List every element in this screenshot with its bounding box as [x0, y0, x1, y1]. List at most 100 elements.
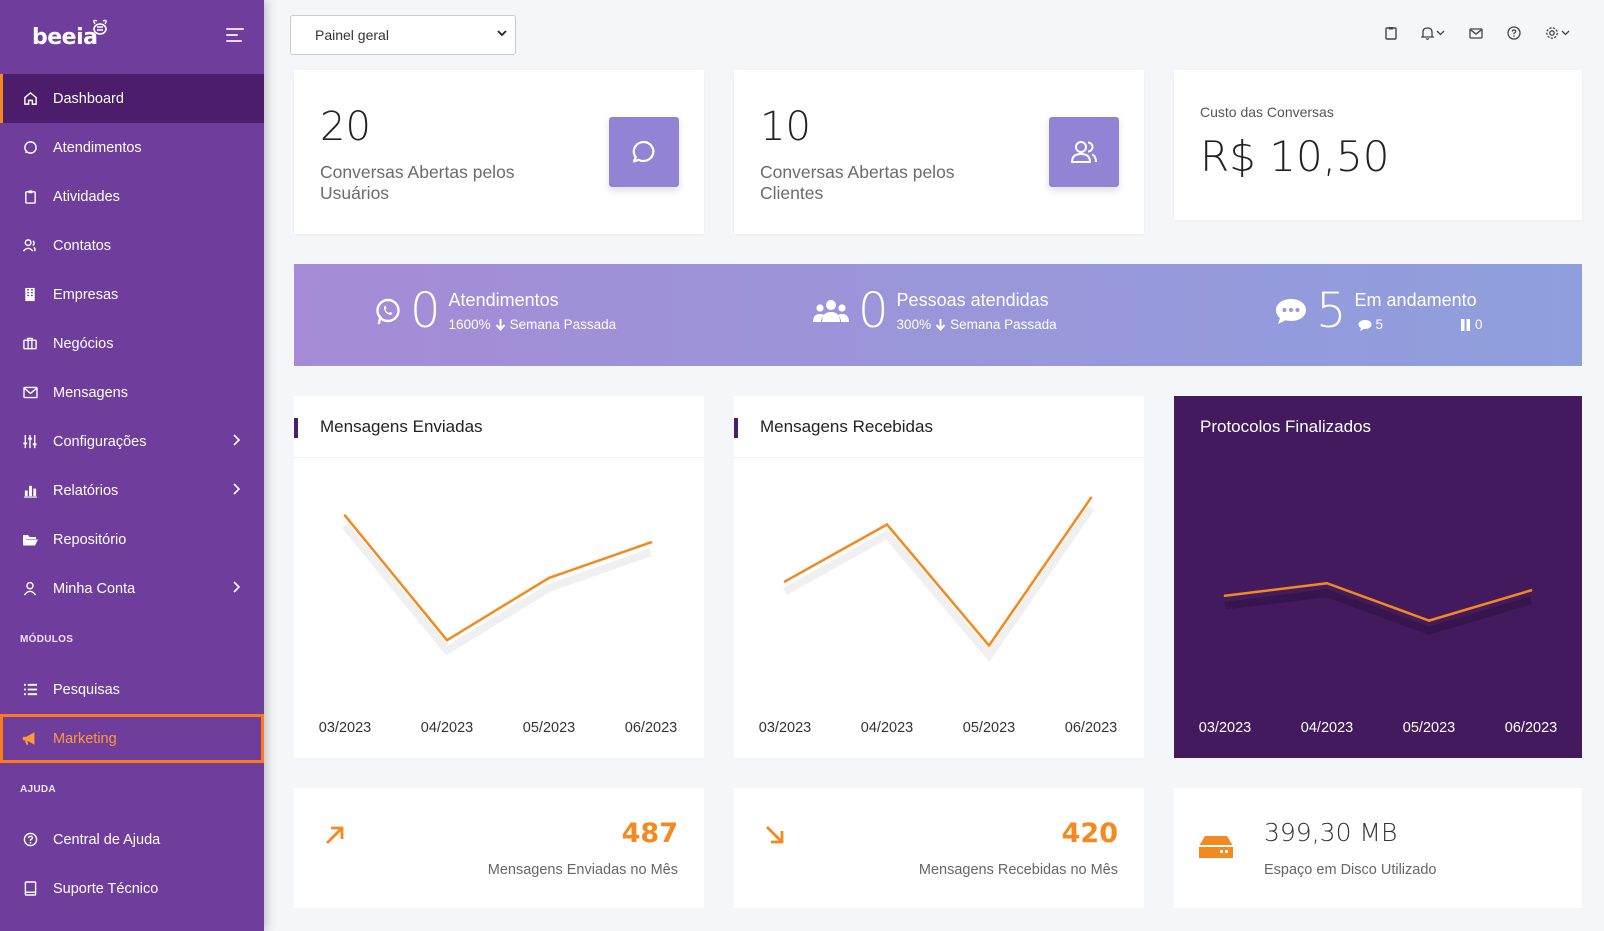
pause-icon [1461, 318, 1471, 331]
x-tick-label: 06/2023 [624, 720, 678, 736]
help-button[interactable] [1507, 26, 1521, 40]
topbar: Painel geral [264, 0, 1604, 70]
card-label: Conversas Abertas pelos Clientes [760, 162, 955, 203]
x-tick-label: 04/2023 [420, 720, 474, 736]
stat-title: Em andamento [1354, 290, 1477, 310]
section-label-modulos: MÓDULOS [20, 633, 74, 645]
logo[interactable]: beeia [0, 0, 264, 74]
series-shadow [1224, 589, 1533, 635]
notifications-button[interactable] [1421, 26, 1445, 40]
folder-open-icon [22, 532, 38, 548]
stat-pessoas-atendidas: 0 Pessoas atendidas 300% Semana Passada [812, 286, 1057, 336]
clipboard-button[interactable] [1385, 26, 1397, 40]
data-point[interactable] [343, 514, 347, 517]
data-point[interactable] [649, 541, 653, 544]
logo-text: beeia [32, 24, 98, 50]
sidebar-item-empresas[interactable]: Empresas [0, 270, 264, 319]
stat-period: Semana Passada [509, 317, 617, 332]
sidebar-item-label: Suporte Técnico [53, 880, 159, 897]
stat-value: 420 [1061, 818, 1118, 849]
chat-count: 5 [1358, 317, 1384, 332]
series-shadow [341, 523, 653, 656]
users-icon [813, 300, 849, 322]
x-tick-label: 04/2023 [1300, 720, 1354, 736]
bar-chart-icon [22, 483, 38, 499]
x-tick-label: 04/2023 [860, 720, 914, 736]
stat-card-disco: 399,30 MB Espaço em Disco Utilizado [1174, 788, 1582, 908]
sidebar-item-atividades[interactable]: Atividades [0, 172, 264, 221]
x-tick-label: 03/2023 [758, 720, 812, 736]
sidebar-item-relatorios[interactable]: Relatórios [0, 466, 264, 515]
messages-button[interactable] [1469, 27, 1483, 39]
chevron-right-icon [233, 581, 240, 593]
x-tick-label: 06/2023 [1064, 720, 1118, 736]
arrow-down-right-icon [766, 826, 784, 844]
sidebar-item-mensagens[interactable]: Mensagens [0, 368, 264, 417]
sidebar-item-label: Central de Ajuda [53, 831, 161, 848]
title-accent-bar [734, 418, 738, 438]
stat-value: 487 [621, 818, 678, 849]
data-point[interactable] [1223, 594, 1227, 597]
top-icons [1385, 26, 1570, 40]
data-point[interactable] [783, 580, 787, 583]
chart-title: Protocolos Finalizados [1174, 396, 1582, 458]
data-point[interactable] [987, 644, 991, 647]
whatsapp-icon [22, 140, 38, 156]
sliders-icon [22, 434, 38, 450]
stat-value: 0 [858, 283, 889, 339]
stat-text: Pessoas atendidas 300% Semana Passada [897, 290, 1057, 332]
whatsapp-icon [376, 298, 400, 325]
x-tick-label: 03/2023 [1198, 720, 1252, 736]
sidebar: beeia Dashboard Atendimentos Atividades … [0, 0, 264, 931]
data-point[interactable] [885, 523, 889, 526]
stat-text: Em andamento 5 0 [1355, 290, 1483, 332]
x-tick-label: 05/2023 [1402, 720, 1456, 736]
panel-select[interactable]: Painel geral [290, 15, 516, 55]
sidebar-item-atendimentos[interactable]: Atendimentos [0, 123, 264, 172]
menu-toggle-button[interactable] [226, 28, 244, 46]
sidebar-item-central-de-ajuda[interactable]: Central de Ajuda [0, 815, 264, 864]
stat-percent: 1600% [448, 317, 491, 332]
sidebar-item-negocios[interactable]: Negócios [0, 319, 264, 368]
chevron-down-icon [497, 30, 507, 37]
sidebar-item-minha-conta[interactable]: Minha Conta [0, 564, 264, 613]
chart-title-text: Mensagens Recebidas [760, 416, 933, 436]
series-line [1224, 581, 1532, 622]
sidebar-item-configuracoes[interactable]: Configurações [0, 417, 264, 466]
x-axis-labels: 03/2023 04/2023 05/2023 06/2023 [1174, 720, 1582, 740]
series-line [344, 514, 652, 642]
sidebar-item-pesquisas[interactable]: Pesquisas [0, 665, 264, 714]
hard-drive-icon [1199, 836, 1233, 858]
x-tick-label: 03/2023 [318, 720, 372, 736]
line-chart [341, 514, 653, 656]
chat-count-value: 5 [1375, 317, 1384, 332]
comment-icon [1358, 319, 1372, 331]
stat-label: Espaço em Disco Utilizado [1264, 862, 1437, 878]
section-label-ajuda: AJUDA [20, 783, 56, 795]
data-point[interactable] [1529, 589, 1533, 592]
chart-title: Mensagens Recebidas [734, 396, 1144, 458]
clipboard-icon [1385, 27, 1397, 40]
chart-card-recebidas: Mensagens Recebidas 03/2023 04/2023 05/2… [734, 396, 1144, 758]
data-point[interactable] [1427, 619, 1431, 622]
help-circle-icon [1507, 26, 1521, 40]
data-point[interactable] [1089, 496, 1093, 500]
sidebar-item-contatos[interactable]: Contatos [0, 221, 264, 270]
sidebar-item-marketing[interactable]: Marketing [0, 714, 264, 763]
sidebar-item-repositorio[interactable]: Repositório [0, 515, 264, 564]
mail-icon [22, 385, 38, 401]
sidebar-item-dashboard[interactable]: Dashboard [0, 74, 264, 123]
comment-icon [1276, 299, 1306, 324]
chevron-right-icon [233, 434, 240, 446]
data-point[interactable] [1325, 581, 1329, 585]
stat-period: Semana Passada [950, 317, 1057, 332]
sidebar-item-label: Marketing [53, 730, 117, 747]
data-point[interactable] [547, 576, 551, 580]
settings-button[interactable] [1545, 26, 1570, 40]
card-value: 10 [760, 104, 811, 150]
data-point[interactable] [445, 638, 449, 642]
card-custo-conversas: Custo das Conversas R$ 10,50 [1174, 70, 1582, 220]
sidebar-item-suporte-tecnico[interactable]: Suporte Técnico [0, 864, 264, 913]
sidebar-item-label: Dashboard [53, 90, 124, 107]
stat-sub: 1600% Semana Passada [449, 317, 617, 332]
